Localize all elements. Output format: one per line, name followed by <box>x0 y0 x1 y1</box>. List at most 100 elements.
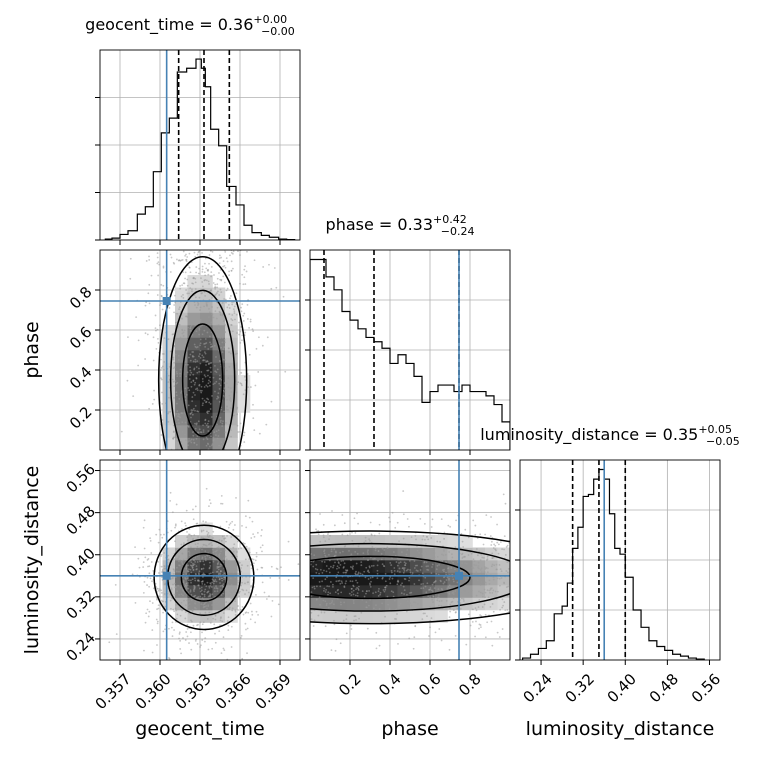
sample-point <box>202 359 205 361</box>
sample-point <box>251 328 254 331</box>
sample-point <box>399 571 401 573</box>
sample-point <box>366 551 369 553</box>
sample-point <box>325 565 328 567</box>
sample-point <box>181 328 184 331</box>
sample-point <box>238 590 241 593</box>
density-layer <box>310 490 510 660</box>
density-cell <box>162 362 176 376</box>
sample-point <box>193 294 196 296</box>
sample-point <box>215 356 217 358</box>
axes-frame <box>519 459 721 661</box>
sample-point <box>175 617 178 620</box>
sample-point <box>190 620 193 623</box>
sample-point <box>339 563 342 566</box>
x-tick-label: 0.56 <box>688 670 724 706</box>
sample-point <box>462 598 465 600</box>
sample-point <box>219 416 222 419</box>
sample-point <box>185 631 188 633</box>
luminosity-distance-vs-geocent-time-panel: 0.3570.3600.3630.3660.3690.240.320.400.4… <box>63 459 301 713</box>
axes-frame <box>99 49 301 241</box>
sample-point <box>402 513 405 516</box>
sample-point <box>399 561 402 564</box>
sample-point <box>192 351 195 353</box>
sample-point <box>163 593 166 595</box>
sample-point <box>203 399 206 402</box>
sample-point <box>174 607 177 610</box>
sample-point <box>173 570 176 572</box>
sample-point <box>214 578 217 581</box>
sample-point <box>218 374 221 377</box>
sample-point <box>418 552 421 554</box>
sample-point <box>247 386 250 389</box>
sample-point <box>193 590 195 593</box>
title-upper: +0.00 <box>253 13 287 26</box>
sample-point <box>203 593 206 596</box>
sample-point <box>484 591 487 594</box>
sample-point <box>256 531 259 534</box>
sample-point <box>197 595 200 598</box>
sample-point <box>498 636 501 638</box>
sample-point <box>350 559 352 562</box>
sample-point <box>180 593 183 596</box>
sample-point <box>184 277 186 280</box>
sample-point <box>490 544 493 546</box>
sample-point <box>426 535 429 538</box>
sample-point <box>206 374 209 377</box>
sample-point <box>179 375 182 378</box>
sample-point <box>219 313 222 316</box>
sample-point <box>194 543 197 546</box>
sample-point <box>185 509 188 512</box>
sample-point <box>144 332 147 335</box>
x-tick-label: 0.2 <box>335 670 365 700</box>
density-cell <box>200 387 213 401</box>
sample-point <box>230 295 232 297</box>
sample-point <box>203 271 206 274</box>
sample-point <box>439 559 442 562</box>
sample-point <box>153 398 156 401</box>
sample-point <box>196 431 199 434</box>
sample-point <box>198 570 201 573</box>
sample-point <box>202 529 205 532</box>
sample-point <box>322 534 325 537</box>
sample-point <box>239 330 242 333</box>
sample-point <box>184 396 187 398</box>
sample-point <box>191 567 194 569</box>
sample-point <box>401 582 403 585</box>
sample-point <box>228 274 231 277</box>
sample-point <box>484 566 486 568</box>
sample-point <box>270 400 273 403</box>
sample-point <box>413 567 416 569</box>
sample-point <box>228 270 230 273</box>
sample-point <box>472 558 475 561</box>
sample-point <box>233 543 236 546</box>
sample-point <box>194 255 197 258</box>
sample-point <box>345 618 348 621</box>
sample-point <box>229 566 232 569</box>
sample-point <box>438 628 441 630</box>
sample-point <box>367 549 369 552</box>
axes-frame <box>99 459 301 661</box>
sample-point <box>220 550 222 553</box>
sample-point <box>467 613 470 616</box>
sample-point <box>215 380 218 383</box>
sample-point <box>485 583 487 586</box>
sample-point <box>199 320 202 323</box>
sample-point <box>181 284 184 287</box>
sample-point <box>244 582 246 585</box>
sample-point <box>201 397 204 400</box>
sample-point <box>426 582 429 585</box>
sample-point <box>176 447 179 450</box>
sample-point <box>400 592 403 595</box>
sample-point <box>196 555 199 558</box>
sample-point <box>323 552 326 555</box>
sample-point <box>449 607 451 610</box>
sample-point <box>431 590 434 593</box>
sample-point <box>229 352 232 355</box>
sample-point <box>207 398 210 401</box>
sample-point <box>506 544 509 547</box>
sample-point <box>490 587 493 590</box>
sample-point <box>180 520 183 523</box>
sample-point <box>172 437 174 440</box>
sample-point <box>156 644 158 646</box>
sample-point <box>448 648 451 651</box>
